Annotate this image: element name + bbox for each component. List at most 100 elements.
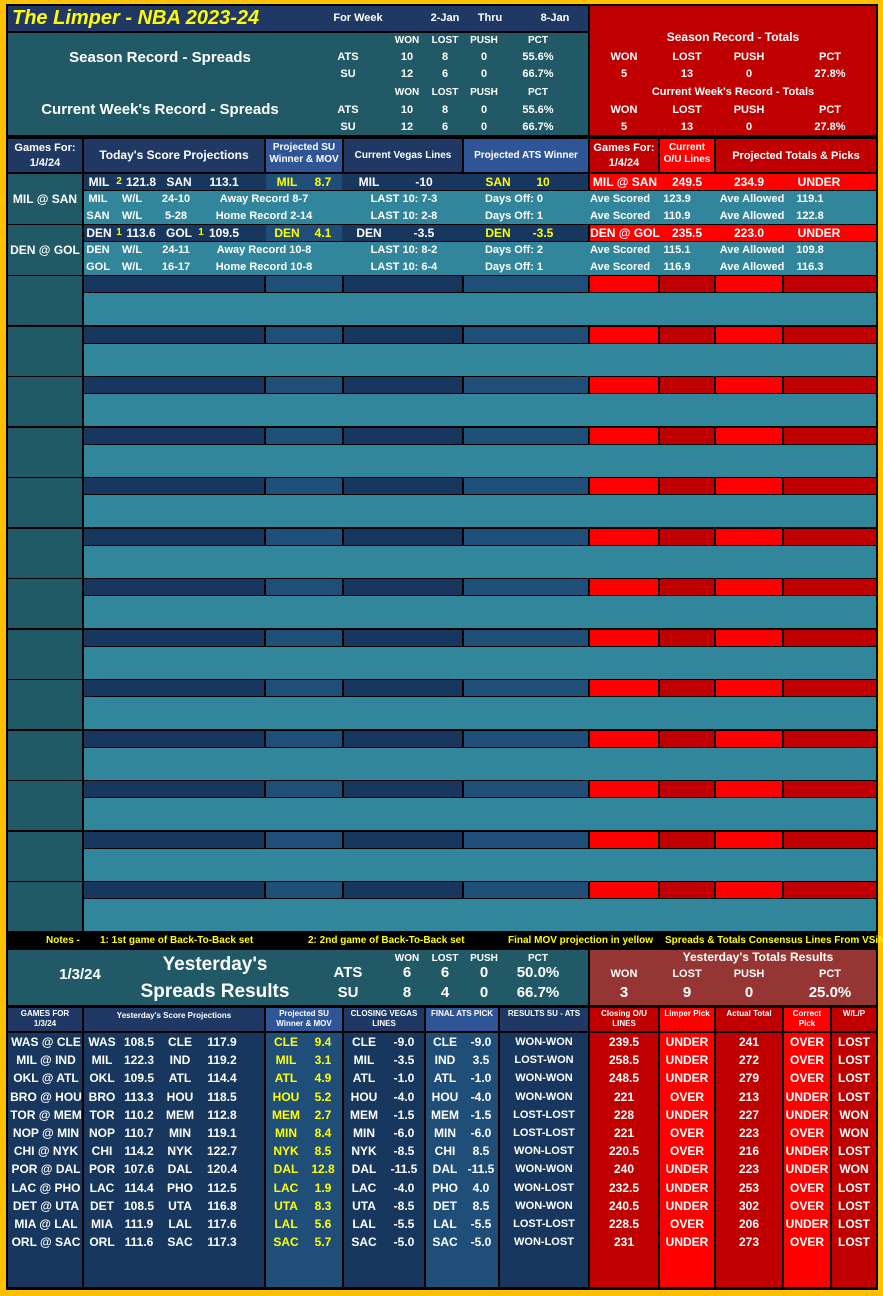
empty-cell <box>590 781 658 797</box>
column-header: WON <box>394 87 420 98</box>
result-cell: -1.5 <box>470 1107 492 1122</box>
result-cell: 108.5 <box>123 1035 155 1049</box>
team-detail: Days Off: 2 <box>484 244 544 256</box>
empty-cell <box>660 377 714 393</box>
empty-cell <box>266 427 342 444</box>
result-cell: 248.5 <box>608 1071 640 1086</box>
result-cell: NYK <box>167 1144 193 1159</box>
note: Spreads & Totals Consensus Lines From VS… <box>665 935 883 946</box>
empty-cell <box>784 478 876 494</box>
result-cell: 119.2 <box>207 1053 237 1068</box>
result-cell: 109.5 <box>123 1071 155 1086</box>
header-cell <box>660 1008 714 1031</box>
record-value: 12 <box>400 68 414 80</box>
record-value: 8 <box>441 51 449 63</box>
empty-cell <box>84 899 876 931</box>
record-type: SU <box>337 984 359 1001</box>
result-cell: MIN <box>353 1126 375 1140</box>
result-cell: OVER <box>789 1035 824 1049</box>
empty-cell <box>8 377 82 426</box>
result-cell: 118.5 <box>207 1089 237 1104</box>
result-cell: 8.5 <box>472 1144 490 1159</box>
result-cell: POR <box>88 1162 115 1177</box>
game-line-team: DEN <box>356 226 382 240</box>
result-cell: HOU <box>272 1089 300 1104</box>
result-cell: MEM <box>431 1107 459 1122</box>
result-cell: OKL @ ATL <box>13 1071 79 1086</box>
game-label: DEN @ GOL <box>10 243 80 257</box>
result-cell: MEM <box>350 1107 378 1122</box>
empty-cell <box>784 326 876 343</box>
empty-cell <box>590 427 658 444</box>
result-cell: LAC @ PHO <box>11 1180 81 1195</box>
team-detail: MIL <box>88 193 108 205</box>
result-cell: WON-WON <box>515 1090 573 1103</box>
column-header: PUSH <box>733 104 765 116</box>
record-label: Current Week's Record - Spreads <box>41 101 279 118</box>
team-detail: 24-10 <box>161 193 191 205</box>
results-column <box>660 1033 714 1287</box>
week-end: 8-Jan <box>540 12 570 24</box>
record-label: Season Record - Spreads <box>69 49 251 66</box>
result-cell: DAL <box>432 1162 458 1177</box>
empty-cell <box>660 882 714 898</box>
result-cell: OVER <box>789 1053 824 1068</box>
empty-cell <box>716 882 782 898</box>
empty-cell <box>590 579 658 595</box>
header-cell <box>344 139 462 172</box>
team-detail: Days Off: 0 <box>484 193 544 205</box>
result-cell: UNDER <box>665 1053 709 1068</box>
empty-cell <box>344 781 462 797</box>
result-cell: 113.3 <box>124 1089 154 1104</box>
result-cell: HOU <box>166 1089 194 1104</box>
record-value: 25.0% <box>808 984 852 1001</box>
result-cell: 9.4 <box>314 1035 332 1049</box>
empty-cell <box>8 629 82 679</box>
result-cell: 114.4 <box>124 1180 154 1195</box>
note: 1: 1st game of Back-To-Back set <box>100 935 254 946</box>
record-value: 55.6% <box>522 51 554 63</box>
result-cell: NOP @ MIN <box>12 1126 80 1140</box>
game-mov: 4.1 <box>314 226 332 240</box>
record-value: 66.7% <box>522 68 554 80</box>
team-detail: W/L <box>121 244 143 256</box>
empty-cell <box>716 831 782 848</box>
column-header: LOST <box>431 35 459 46</box>
result-cell: 228 <box>613 1107 635 1122</box>
result-cell: MIN <box>275 1126 297 1140</box>
empty-cell <box>784 528 876 545</box>
empty-cell <box>266 579 342 595</box>
record-value: 4 <box>440 984 450 1001</box>
result-cell: 114.2 <box>124 1144 154 1159</box>
team-detail: 116.9 <box>663 261 691 273</box>
result-cell: TOR <box>89 1107 115 1122</box>
empty-cell <box>344 629 462 646</box>
result-cell: OVER <box>789 1180 824 1195</box>
result-cell: -4.0 <box>393 1180 415 1195</box>
result-cell: SAC <box>351 1235 377 1250</box>
header-cell <box>500 1008 588 1031</box>
empty-cell <box>784 831 876 848</box>
empty-cell <box>716 579 782 595</box>
result-cell: LOST <box>838 1180 870 1195</box>
team-detail: LAST 10: 7-3 <box>370 193 438 205</box>
header-text: 1/4/24 <box>29 157 61 169</box>
result-cell: 111.6 <box>124 1235 154 1250</box>
column-header: WON <box>610 968 638 980</box>
empty-cell <box>8 730 82 780</box>
game-ats-team: DEN <box>485 226 511 240</box>
empty-cell <box>266 528 342 545</box>
empty-cell <box>590 882 658 898</box>
results-header: RESULTS SU - ATS <box>507 1009 581 1018</box>
empty-cell <box>344 730 462 747</box>
result-cell: 117.9 <box>207 1035 237 1049</box>
empty-cell <box>266 781 342 797</box>
empty-cell <box>716 377 782 393</box>
empty-cell <box>84 293 876 325</box>
result-cell: UNDER <box>665 1180 709 1195</box>
empty-cell <box>660 781 714 797</box>
record-value: 0 <box>744 984 754 1001</box>
record-value: 9 <box>682 984 692 1001</box>
result-cell: ATL <box>352 1071 376 1086</box>
header-cell <box>590 1008 658 1031</box>
